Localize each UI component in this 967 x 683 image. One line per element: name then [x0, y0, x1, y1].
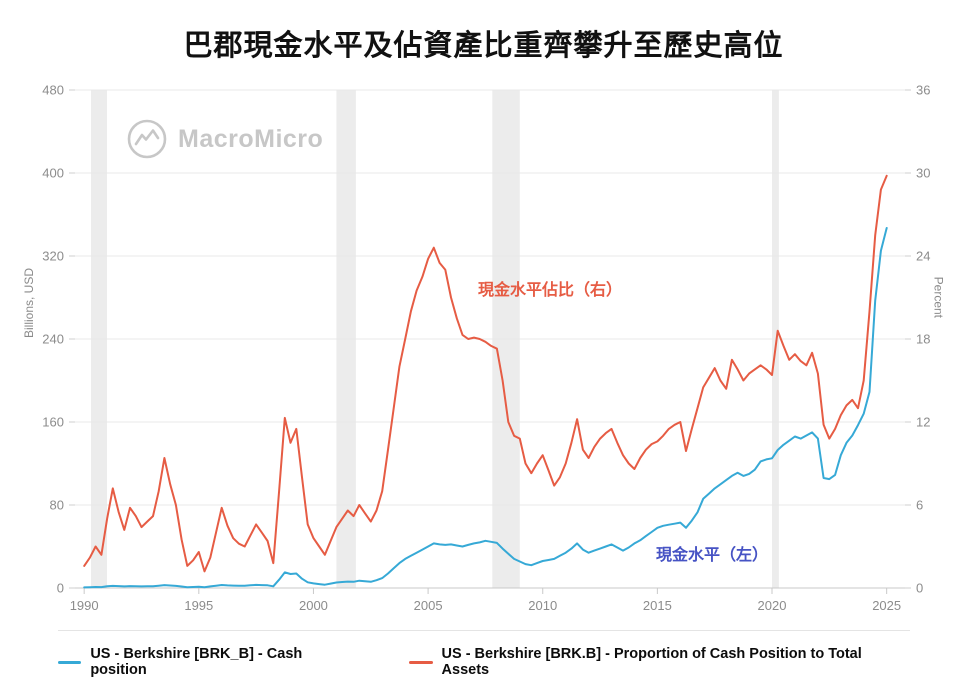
x-tick-label: 2005: [414, 598, 443, 613]
legend-label-cash-proportion: US - Berkshire [BRK.B] - Proportion of C…: [441, 646, 862, 678]
left-tick-label: 240: [42, 332, 64, 347]
x-tick-label: 1990: [70, 598, 99, 613]
left-tick-label: 400: [42, 166, 64, 181]
right-tick-label: 30: [916, 166, 930, 181]
x-tick-label: 2015: [643, 598, 672, 613]
x-tick-label: 2000: [299, 598, 328, 613]
left-tick-label: 320: [42, 249, 64, 264]
right-tick-label: 0: [916, 581, 923, 596]
left-tick-label: 480: [42, 83, 64, 98]
annotation-cash-left: 現金水平（左）: [655, 547, 769, 564]
chart-area: 0 0 80 6 160 12 240 18 320 24 400 30 480 36 1990 1995 20…: [0, 68, 967, 624]
cash-proportion-line[interactable]: [83, 174, 888, 573]
right-tick-label: 24: [916, 249, 930, 264]
x-tick-label: 2010: [528, 598, 557, 613]
legend-swatch-cash-position: [57, 660, 82, 664]
right-tick-label: 12: [916, 415, 930, 430]
x-tick-label: 2025: [872, 598, 901, 613]
left-tick-label: 80: [50, 498, 64, 513]
legend-item-cash-proportion[interactable]: US - Berkshire [BRK.B] - Proportion of C…: [408, 646, 910, 678]
right-tick-label: 36: [916, 83, 930, 98]
chart-title: 巴郡現金水平及佔資產比重齊攀升至歷史高位: [183, 30, 784, 62]
legend-label-cash-position: US - Berkshire [BRK_B] - Cash position: [90, 646, 303, 678]
x-tick-label: 1995: [184, 598, 213, 613]
annotation-proportion-right: 現金水平佔比（右）: [477, 282, 623, 299]
cash-position-line[interactable]: [83, 227, 888, 589]
x-tick-label: 2020: [758, 598, 787, 613]
left-axis-title: Billions, USD: [22, 267, 36, 338]
legend: US - Berkshire [BRK_B] - Cash position U…: [57, 630, 910, 678]
legend-swatch-cash-proportion: [408, 660, 433, 664]
right-tick-label: 18: [916, 332, 930, 347]
left-tick-label: 0: [57, 581, 64, 596]
plot-svg[interactable]: 0 0 80 6 160 12 240 18 320 24 400 30 480 36 1990 1995 20…: [0, 68, 967, 624]
legend-item-cash-position[interactable]: US - Berkshire [BRK_B] - Cash position: [57, 646, 361, 678]
left-tick-label: 160: [42, 415, 64, 430]
right-axis-title: Percent: [931, 276, 945, 318]
right-tick-label: 6: [916, 498, 923, 513]
